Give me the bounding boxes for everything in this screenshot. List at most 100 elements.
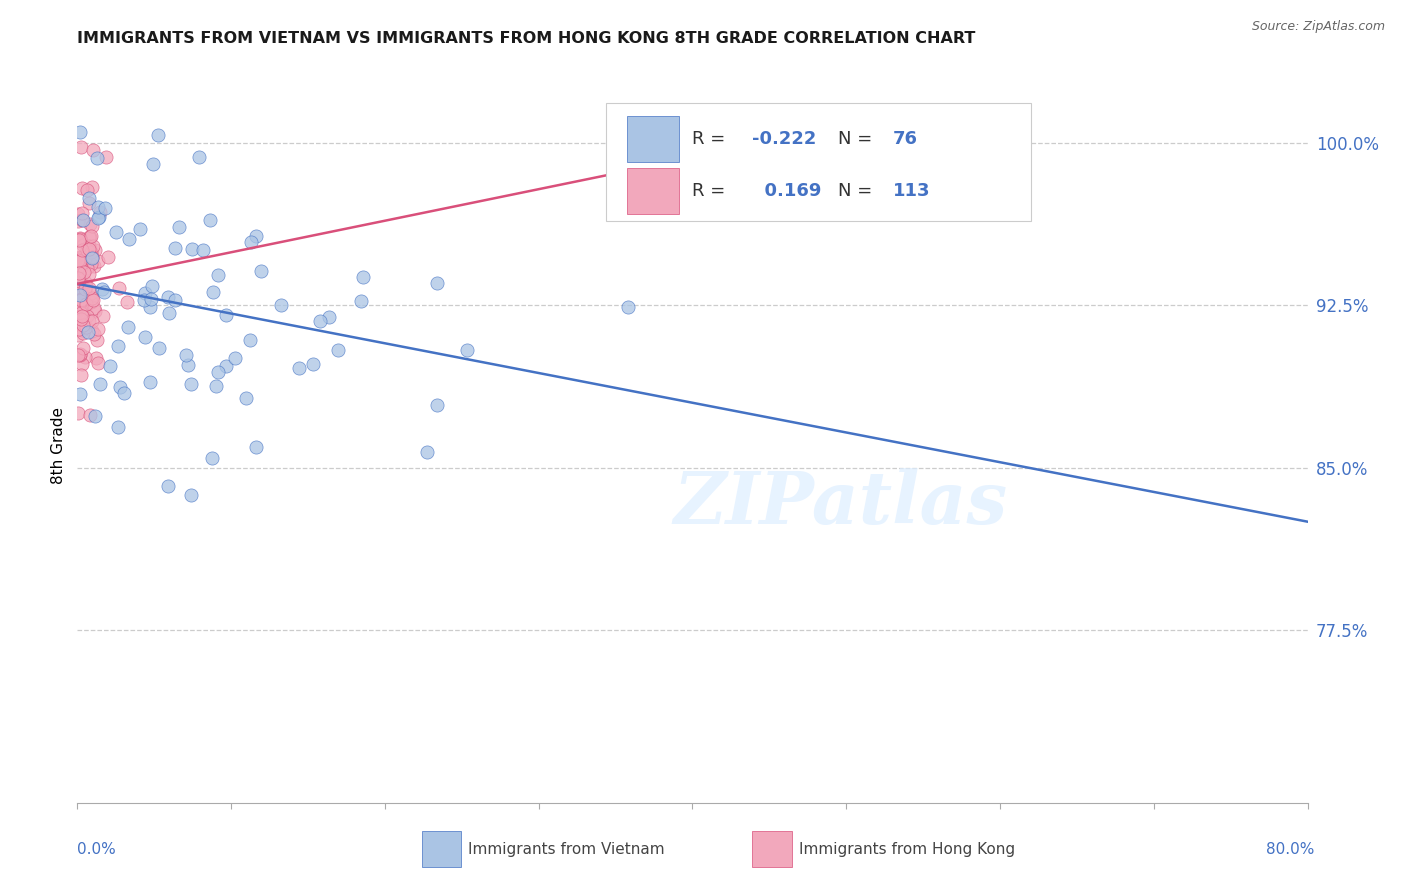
Point: [72, 238, 94, 252]
Point: [200, 212, 222, 227]
Point: [67, 270, 90, 285]
Text: ZIPatlas: ZIPatlas: [673, 467, 1007, 539]
Point: [72, 265, 94, 279]
Point: [270, 298, 292, 312]
Point: [128, 221, 150, 235]
Point: [69, 349, 91, 363]
Point: [287, 361, 309, 376]
Point: [177, 358, 200, 372]
Point: [67, 253, 90, 268]
Point: [139, 301, 162, 315]
Point: [77, 281, 100, 295]
Point: [69, 313, 91, 327]
Point: [250, 264, 273, 278]
Point: [89, 210, 111, 224]
Text: 80.0%: 80.0%: [1267, 842, 1315, 856]
Point: [86, 151, 108, 165]
Point: [148, 341, 170, 355]
Point: [80, 228, 103, 243]
Point: [79, 217, 101, 231]
Point: [79, 408, 101, 422]
Point: [617, 301, 640, 315]
Point: [76, 183, 98, 197]
Point: [157, 306, 180, 320]
Point: [202, 285, 225, 299]
Point: [132, 293, 155, 307]
Point: [69, 232, 91, 246]
Point: [83, 243, 105, 257]
Point: [69, 139, 91, 153]
Point: [204, 379, 226, 393]
Point: [163, 241, 186, 255]
Point: [134, 285, 156, 300]
Bar: [627, 116, 679, 162]
Point: [97, 250, 120, 264]
Point: [72, 309, 94, 323]
Point: [146, 128, 169, 142]
Point: [72, 288, 94, 302]
Text: 113: 113: [893, 182, 931, 200]
Point: [156, 479, 179, 493]
Point: [80, 292, 103, 306]
Point: [67, 252, 90, 266]
Point: [72, 318, 94, 332]
Point: [69, 387, 91, 401]
Point: [207, 366, 229, 380]
Point: [86, 211, 108, 225]
Point: [69, 292, 91, 306]
Point: [93, 285, 115, 299]
Point: [67, 406, 90, 420]
Text: Immigrants from Hong Kong: Immigrants from Hong Kong: [799, 842, 1015, 856]
Text: 76: 76: [893, 130, 918, 148]
Point: [67, 310, 90, 324]
Point: [70, 181, 93, 195]
Point: [87, 200, 110, 214]
Text: R =: R =: [693, 130, 731, 148]
Point: [79, 257, 101, 271]
Point: [73, 282, 96, 296]
Point: [181, 243, 204, 257]
Point: [80, 219, 103, 234]
Point: [69, 260, 91, 275]
Text: 0.169: 0.169: [752, 182, 821, 200]
Point: [67, 348, 90, 362]
Point: [91, 282, 114, 296]
Point: [69, 347, 91, 361]
Point: [104, 225, 127, 239]
Point: [89, 204, 111, 219]
Point: [201, 450, 224, 465]
Point: [80, 324, 103, 338]
Bar: [627, 168, 679, 214]
Point: [67, 313, 90, 327]
Point: [77, 242, 100, 256]
Point: [80, 291, 103, 305]
Point: [224, 351, 246, 365]
Point: [108, 281, 131, 295]
Point: [67, 281, 90, 295]
Point: [80, 295, 103, 310]
Point: [83, 409, 105, 424]
Point: [70, 288, 93, 302]
Point: [82, 250, 104, 264]
Point: [207, 268, 229, 283]
Point: [67, 327, 90, 342]
Point: [142, 157, 165, 171]
Point: [70, 357, 93, 371]
Point: [141, 278, 163, 293]
Point: [86, 334, 108, 348]
Point: [79, 191, 101, 205]
Point: [302, 357, 325, 371]
Point: [67, 296, 90, 310]
Point: [84, 351, 107, 366]
Point: [69, 279, 91, 293]
Text: -0.222: -0.222: [752, 130, 815, 148]
Point: [215, 308, 238, 322]
Point: [73, 275, 96, 289]
Point: [69, 259, 91, 273]
Point: [87, 322, 110, 336]
Point: [91, 309, 114, 323]
Point: [75, 297, 97, 311]
Point: [107, 339, 129, 353]
Point: [180, 377, 202, 392]
Point: [72, 212, 94, 227]
